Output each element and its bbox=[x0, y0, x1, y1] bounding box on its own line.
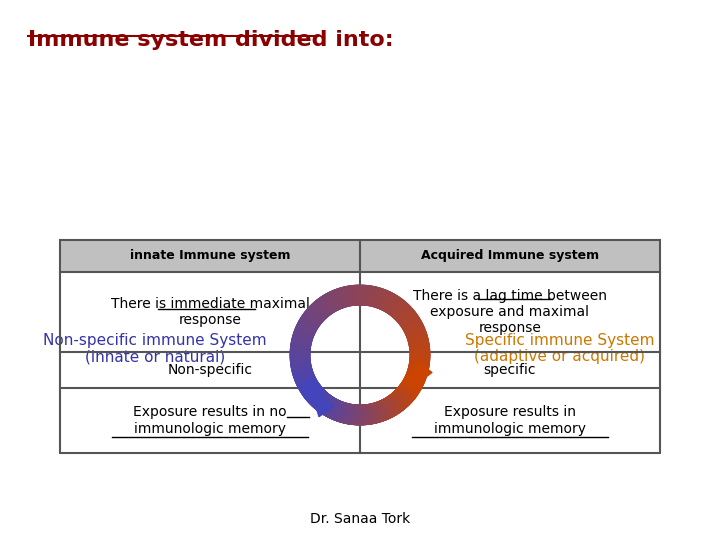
Text: Exposure results in no
immunologic memory: Exposure results in no immunologic memor… bbox=[133, 406, 287, 436]
Text: innate Immune system: innate Immune system bbox=[130, 249, 290, 262]
Text: There is a lag time between
exposure and maximal
response: There is a lag time between exposure and… bbox=[413, 289, 607, 335]
Text: Non-specific: Non-specific bbox=[168, 363, 253, 377]
Bar bbox=[60, 240, 660, 272]
Text: Acquired Immune system: Acquired Immune system bbox=[421, 249, 599, 262]
Text: Non-specific immune System: Non-specific immune System bbox=[43, 333, 267, 348]
Text: Exposure results in
immunologic memory: Exposure results in immunologic memory bbox=[434, 406, 586, 436]
Text: (adaptive or acquired): (adaptive or acquired) bbox=[474, 349, 646, 364]
Text: Immune system divided into:: Immune system divided into: bbox=[28, 30, 394, 50]
Polygon shape bbox=[409, 362, 432, 389]
Text: Dr. Sanaa Tork: Dr. Sanaa Tork bbox=[310, 512, 410, 526]
Bar bbox=[60, 240, 660, 453]
Text: specific: specific bbox=[484, 363, 536, 377]
Text: There is immediate maximal
response: There is immediate maximal response bbox=[111, 297, 310, 327]
Polygon shape bbox=[311, 389, 333, 417]
Text: Specific immune System: Specific immune System bbox=[465, 333, 654, 348]
Text: (innate or natural): (innate or natural) bbox=[85, 349, 225, 364]
